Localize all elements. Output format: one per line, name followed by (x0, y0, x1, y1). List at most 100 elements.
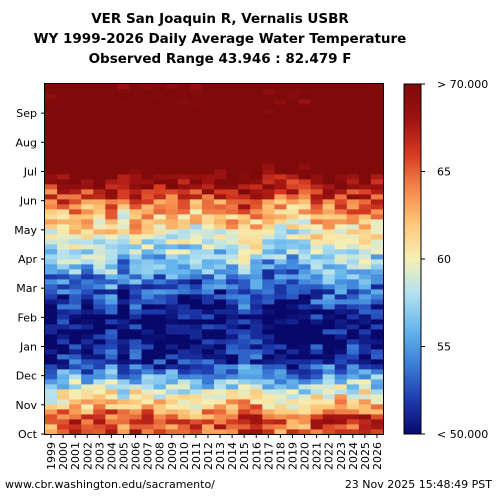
heatmap-cell (141, 199, 155, 205)
heatmap-cell (298, 169, 311, 175)
heatmap-cell (57, 169, 70, 175)
heatmap-cell (117, 314, 130, 320)
heatmap-cell (69, 289, 82, 295)
heatmap-cell (69, 379, 82, 385)
heatmap-cells (45, 84, 384, 435)
heatmap-cell (346, 89, 360, 95)
heatmap-cell (250, 424, 263, 430)
heatmap-cell (274, 264, 287, 270)
heatmap-cell (201, 114, 215, 120)
heatmap-cell (250, 309, 263, 315)
heatmap-cell (129, 134, 142, 140)
heatmap-cell (274, 179, 287, 185)
heatmap-cell (201, 304, 215, 310)
heatmap-cell (57, 204, 70, 210)
heatmap-cell (177, 184, 191, 190)
heatmap-cell (370, 394, 384, 400)
heatmap-cell (274, 359, 287, 365)
heatmap-cell (177, 89, 191, 95)
heatmap-cell (286, 344, 299, 350)
heatmap-cell (45, 364, 58, 370)
heatmap-cell (334, 294, 348, 300)
heatmap-cell (274, 379, 287, 385)
heatmap-cell (129, 369, 142, 375)
heatmap-cell (274, 139, 287, 145)
heatmap-cell (165, 134, 179, 140)
heatmap-cell (310, 94, 324, 100)
heatmap-cell (322, 99, 336, 105)
heatmap-cell (262, 364, 275, 370)
heatmap-cell (262, 89, 275, 95)
heatmap-cell (57, 394, 70, 400)
heatmap-cell (226, 109, 239, 115)
heatmap-cell (238, 299, 251, 305)
heatmap-cell (165, 274, 179, 280)
heatmap-cell (358, 194, 372, 200)
heatmap-cell (274, 349, 287, 355)
heatmap-cell (201, 324, 215, 330)
heatmap-cell (177, 364, 191, 370)
heatmap-cell (250, 224, 263, 230)
heatmap-cell (105, 349, 118, 355)
heatmap-cell (141, 284, 155, 290)
heatmap-cell (214, 329, 227, 335)
heatmap-cell (117, 404, 130, 410)
heatmap-cell (238, 124, 251, 130)
heatmap-cell (165, 94, 179, 100)
heatmap-cell (238, 164, 251, 170)
heatmap-cell (214, 169, 227, 175)
heatmap-cell (226, 84, 239, 90)
heatmap-cell (250, 139, 263, 145)
heatmap-cell (69, 209, 82, 215)
heatmap-cell (226, 269, 239, 275)
heatmap-cell (165, 389, 179, 395)
heatmap-cell (226, 309, 239, 315)
heatmap-cell (201, 364, 215, 370)
heatmap-cell (286, 259, 299, 265)
heatmap-cell (322, 269, 336, 275)
heatmap-cell (238, 319, 251, 325)
x-tick-label: 2023 (335, 442, 348, 470)
heatmap-cell (141, 379, 155, 385)
heatmap-cell (262, 199, 275, 205)
heatmap-cell (201, 184, 215, 190)
heatmap-cell (226, 119, 239, 125)
heatmap-cell (286, 179, 299, 185)
heatmap-cell (286, 409, 299, 415)
heatmap-cell (45, 254, 58, 260)
heatmap-cell (370, 164, 384, 170)
heatmap-cell (238, 169, 251, 175)
heatmap-cell (370, 294, 384, 300)
heatmap-cell (370, 134, 384, 140)
heatmap-cell (117, 119, 130, 125)
heatmap-cell (141, 234, 155, 240)
heatmap-cell (189, 114, 203, 120)
heatmap-cell (201, 264, 215, 270)
heatmap-cell (310, 194, 324, 200)
heatmap-cell (250, 264, 263, 270)
heatmap-cell (189, 169, 203, 175)
heatmap-cell (358, 274, 372, 280)
heatmap-cell (117, 414, 130, 420)
heatmap-cell (117, 194, 130, 200)
heatmap-cell (310, 259, 324, 265)
heatmap-cell (153, 429, 167, 435)
heatmap-cell (177, 94, 191, 100)
x-tick-label: 2003 (93, 442, 106, 470)
heatmap-cell (81, 144, 94, 150)
heatmap-cell (358, 224, 372, 230)
heatmap-cell (177, 304, 191, 310)
heatmap-cell (177, 124, 191, 130)
heatmap-cell (358, 399, 372, 405)
heatmap-cell (117, 309, 130, 315)
heatmap-cell (250, 414, 263, 420)
heatmap-cell (370, 414, 384, 420)
heatmap-cell (346, 224, 360, 230)
heatmap-cell (238, 254, 251, 260)
heatmap-cell (214, 404, 227, 410)
heatmap-cell (69, 404, 82, 410)
heatmap-cell (322, 419, 336, 425)
heatmap-cell (165, 369, 179, 375)
heatmap-cell (298, 419, 311, 425)
heatmap-cell (165, 259, 179, 265)
